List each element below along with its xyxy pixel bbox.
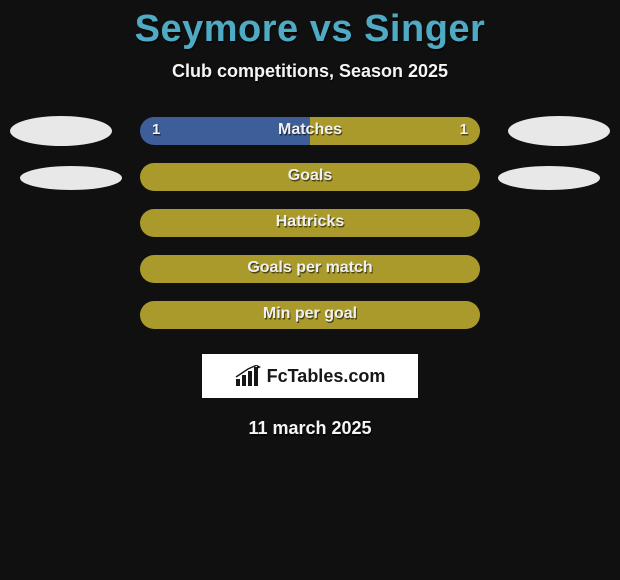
avatar-ellipse-left — [20, 166, 122, 190]
bar-right — [310, 209, 480, 237]
stat-row-matches: 1 1 Matches — [0, 116, 620, 162]
bar-left — [140, 255, 310, 283]
bar-left — [140, 117, 310, 145]
bar-left — [140, 301, 310, 329]
stat-row-goals: Goals — [0, 162, 620, 208]
stat-rows: 1 1 Matches Goals Hattricks — [0, 116, 620, 346]
bar-right — [310, 117, 480, 145]
stat-value-left: 1 — [152, 116, 160, 144]
bar-track — [140, 209, 480, 237]
fctables-chart-icon — [235, 365, 261, 387]
bar-left — [140, 209, 310, 237]
bar-track — [140, 301, 480, 329]
avatar-ellipse-left — [10, 116, 112, 146]
stat-row-goals-per-match: Goals per match — [0, 254, 620, 300]
logo-text: FcTables.com — [267, 366, 386, 387]
comparison-infographic: Seymore vs Singer Club competitions, Sea… — [0, 0, 620, 580]
logo-card: FcTables.com — [202, 354, 418, 398]
bar-right — [310, 163, 480, 191]
stat-row-min-per-goal: Min per goal — [0, 300, 620, 346]
page-title: Seymore vs Singer — [0, 0, 620, 51]
bar-right — [310, 255, 480, 283]
bar-track — [140, 117, 480, 145]
subtitle: Club competitions, Season 2025 — [0, 61, 620, 82]
stat-row-hattricks: Hattricks — [0, 208, 620, 254]
avatar-ellipse-right — [508, 116, 610, 146]
bar-track — [140, 163, 480, 191]
avatar-ellipse-right — [498, 166, 600, 190]
stat-value-right: 1 — [460, 116, 468, 144]
bar-right — [310, 301, 480, 329]
date-label: 11 march 2025 — [0, 418, 620, 439]
bar-track — [140, 255, 480, 283]
bar-left — [140, 163, 310, 191]
